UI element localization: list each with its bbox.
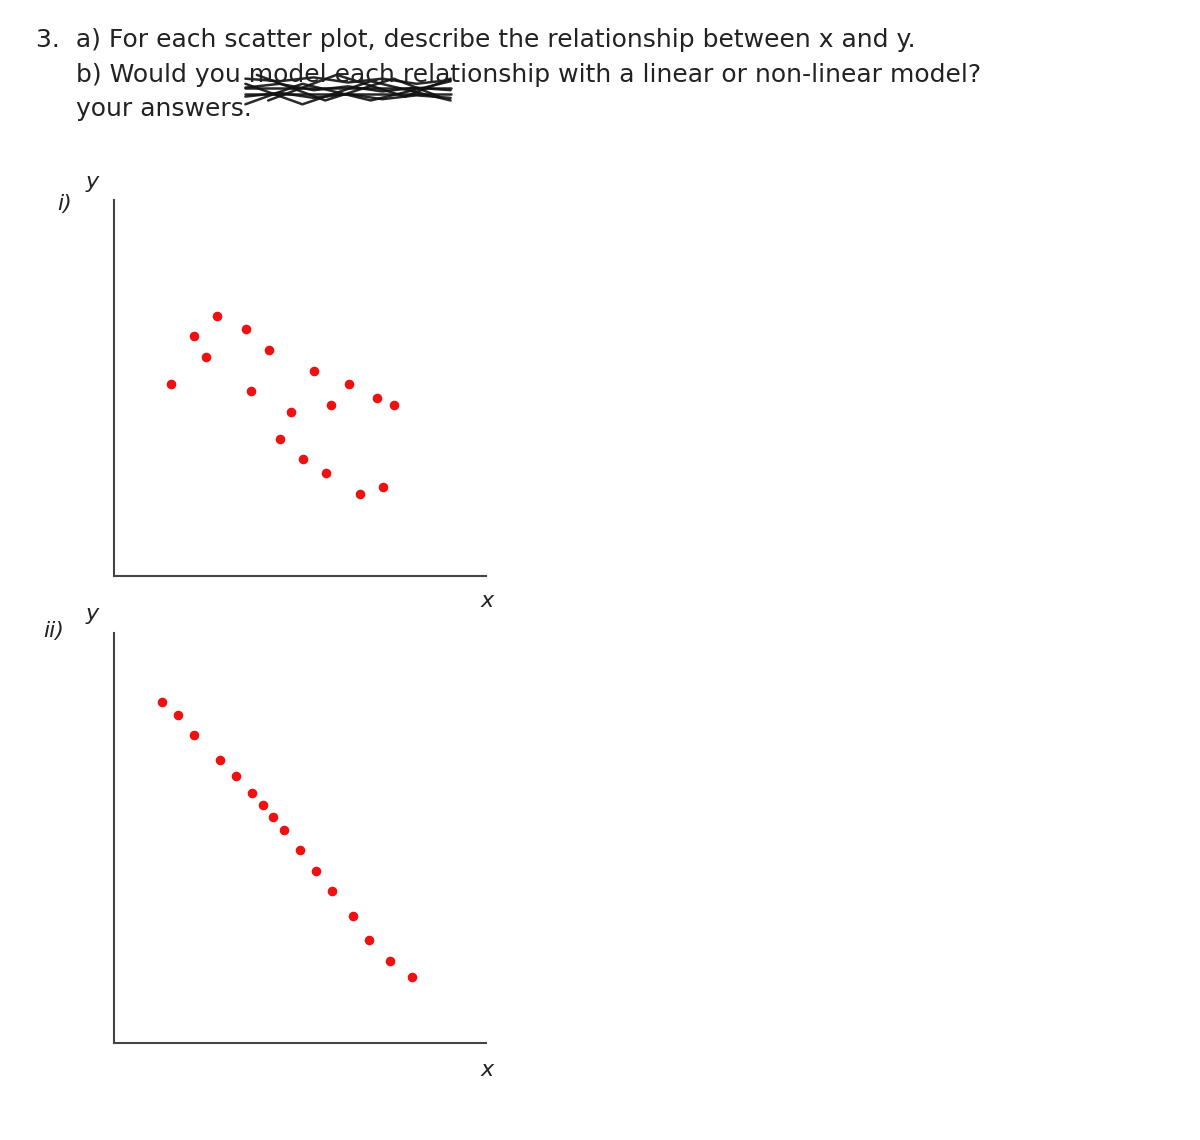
Point xyxy=(184,726,203,744)
Point xyxy=(343,906,362,925)
Point xyxy=(360,931,379,950)
Point xyxy=(282,402,301,421)
Point xyxy=(305,361,324,380)
Point xyxy=(316,464,335,482)
Point xyxy=(211,751,230,770)
Point xyxy=(196,348,215,366)
Point xyxy=(380,952,400,970)
Point xyxy=(264,808,283,826)
Point xyxy=(236,320,256,339)
Point xyxy=(385,396,404,414)
Text: your answers.: your answers. xyxy=(36,97,252,121)
Text: y: y xyxy=(86,604,100,625)
Point xyxy=(293,450,312,469)
Point xyxy=(227,767,246,785)
Text: ii): ii) xyxy=(43,621,64,642)
Point xyxy=(152,693,172,711)
Text: y: y xyxy=(86,172,100,192)
Point xyxy=(275,821,294,839)
Point xyxy=(367,389,386,407)
Point xyxy=(270,430,289,448)
Point xyxy=(373,478,392,496)
Point xyxy=(290,841,310,860)
X-axis label: x: x xyxy=(480,591,493,611)
Point xyxy=(162,375,181,393)
Point xyxy=(306,862,325,880)
Point xyxy=(208,307,227,325)
Point xyxy=(259,341,278,359)
Point xyxy=(241,382,260,400)
Point xyxy=(185,327,204,345)
Point xyxy=(350,484,370,503)
Point xyxy=(242,783,262,801)
Text: b) Would you model each relationship with a linear or non-linear model?: b) Would you model each relationship wit… xyxy=(36,63,982,87)
Point xyxy=(253,796,272,814)
Point xyxy=(168,706,187,724)
Point xyxy=(402,968,421,986)
Point xyxy=(322,396,341,414)
Point xyxy=(340,375,359,393)
Point xyxy=(323,882,342,901)
X-axis label: x: x xyxy=(480,1059,493,1080)
Text: i): i) xyxy=(58,194,72,214)
Text: 3.  a) For each scatter plot, describe the relationship between x and y.: 3. a) For each scatter plot, describe th… xyxy=(36,28,916,52)
